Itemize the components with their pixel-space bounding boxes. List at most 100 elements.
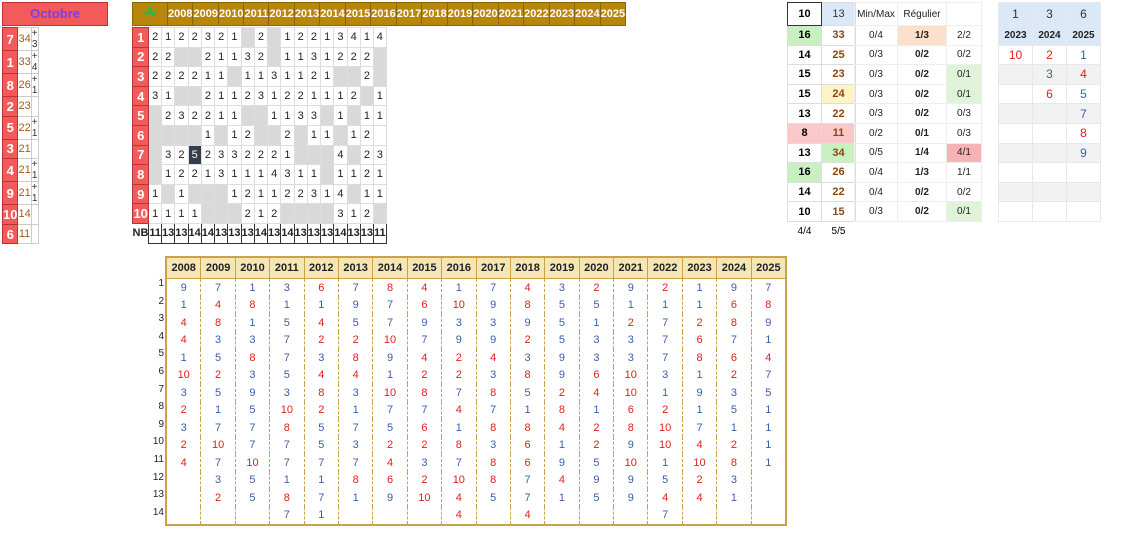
bottom-cell: 1 <box>165 349 202 367</box>
grid-cell <box>346 66 361 87</box>
right-value-cell: 8 <box>1066 122 1101 144</box>
grid-cell: 1 <box>253 183 269 205</box>
grid-cell: 4 <box>267 164 282 185</box>
bottom-cell: 9 <box>613 471 649 489</box>
grid-cell <box>359 85 375 107</box>
nb-cell: 14 <box>253 222 269 244</box>
grid-cell <box>214 203 229 224</box>
grid-cell <box>253 105 269 126</box>
bottom-cell: 2 <box>303 401 339 419</box>
bottom-row-label: 5 <box>158 348 164 360</box>
grid-cell <box>174 124 189 146</box>
bottom-year-cell: 2023 <box>681 256 718 279</box>
grid-cell: 3 <box>306 183 322 205</box>
bottom-year-cell: 2008 <box>165 256 202 279</box>
bottom-cell: 8 <box>475 454 511 472</box>
bottom-cell: 8 <box>337 349 374 367</box>
year-header-cell: 2012 <box>268 2 295 26</box>
grid-cell: 2 <box>280 85 295 107</box>
grid-cell <box>267 124 282 146</box>
bottom-cell: 10 <box>613 366 649 384</box>
bottom-cell: 7 <box>509 471 546 489</box>
grid-cell <box>227 66 242 87</box>
bottom-cell <box>750 489 787 507</box>
count-cell: 11 <box>821 122 856 144</box>
bottom-cell <box>716 506 752 525</box>
bottom-cell: 1 <box>681 278 718 297</box>
bottom-cell: 7 <box>269 436 305 454</box>
grid-cell: 1 <box>161 203 176 224</box>
bottom-cell: 8 <box>509 366 546 384</box>
bottom-cell <box>750 506 787 525</box>
right-value-cell <box>998 103 1033 124</box>
bottom-row-label: 13 <box>152 489 164 501</box>
bottom-cell: 4 <box>544 471 580 489</box>
grid-cell: 1 <box>214 66 229 87</box>
grid-cell: 3 <box>200 27 216 48</box>
nb-cell: 11 <box>373 222 387 244</box>
bottom-cell: 8 <box>303 384 339 402</box>
right-value-cell <box>1066 181 1101 203</box>
grid-cell: 3 <box>214 144 229 166</box>
stats-minmax: 0/2 <box>854 122 898 144</box>
bottom-cell: 7 <box>441 454 477 472</box>
count-cell: 34 <box>821 142 856 164</box>
left-row: 10 14 <box>1 204 39 225</box>
grid-cell: 3 <box>333 203 348 224</box>
grid-cell: 1 <box>161 164 176 185</box>
count-cell: 15 <box>787 64 822 85</box>
bottom-cell: 3 <box>337 436 374 454</box>
bottom-cell: 2 <box>544 384 580 402</box>
nb-cell: 11 <box>148 222 163 244</box>
count-cell: 13 <box>787 142 822 164</box>
bottom-cell: 5 <box>372 419 408 437</box>
stats-minmax: 0/3 <box>854 103 898 124</box>
bottom-year-cell: 2025 <box>750 256 787 279</box>
bottom-cell: 7 <box>441 384 477 402</box>
bottom-cell: 5 <box>544 314 580 332</box>
count-columns: 10 13 16 33 14 25 15 23 15 24 13 22 8 11 13 34 16 26 14 22 1… <box>787 2 856 241</box>
grid-cell: 1 <box>333 164 348 185</box>
year-header-cell: 2009 <box>192 2 219 26</box>
grid-cell: 2 <box>240 85 255 107</box>
grid-rank-cell: 2 <box>131 46 150 68</box>
left-row: 7 34 + 3 <box>1 27 39 51</box>
right-value-cell: 3 <box>1032 64 1067 85</box>
month-header: Octobre <box>2 2 108 26</box>
bottom-cell: 5 <box>337 314 374 332</box>
nb-cell: 13 <box>161 222 176 244</box>
grid-cell: 3 <box>214 164 229 185</box>
nb-cell: 13 <box>214 222 229 244</box>
bottom-cell: 5 <box>647 471 683 489</box>
right-value-cell <box>1032 162 1067 183</box>
bottom-row: 4 7 10 7 7 7 4 3 7 8 6 9 5 10 1 10 8 1 <box>165 454 787 472</box>
grid-cell: 1 <box>280 144 295 166</box>
grid-cell <box>187 46 202 68</box>
grid-cell <box>214 183 229 205</box>
grid-cell: 2 <box>267 203 282 224</box>
bottom-cell: 1 <box>681 366 718 384</box>
bottom-cell: 3 <box>613 331 649 349</box>
bottom-year-cell: 2019 <box>544 256 580 279</box>
grid-cell: 3 <box>280 164 295 185</box>
bottom-cell <box>165 506 202 525</box>
bottom-cell <box>613 506 649 525</box>
left-rank-cell: 9 <box>1 181 19 206</box>
bottom-cell: 1 <box>234 314 271 332</box>
bottom-cell: 1 <box>681 401 718 419</box>
bottom-cell: 7 <box>475 278 511 297</box>
bottom-cell <box>544 506 580 525</box>
bottom-cell: 5 <box>578 454 615 472</box>
grid-cell: 2 <box>200 85 216 107</box>
bottom-cell: 3 <box>613 349 649 367</box>
grid-cell: 1 <box>359 27 375 48</box>
left-value-cell: 21 <box>17 138 32 160</box>
left-row: 9 21 + 1 <box>1 181 39 206</box>
bottom-cell: 3 <box>234 331 271 349</box>
left-value-cell: 21 <box>17 181 32 206</box>
bottom-cell: 3 <box>165 384 202 402</box>
stats-last: 0/3 <box>946 122 982 144</box>
